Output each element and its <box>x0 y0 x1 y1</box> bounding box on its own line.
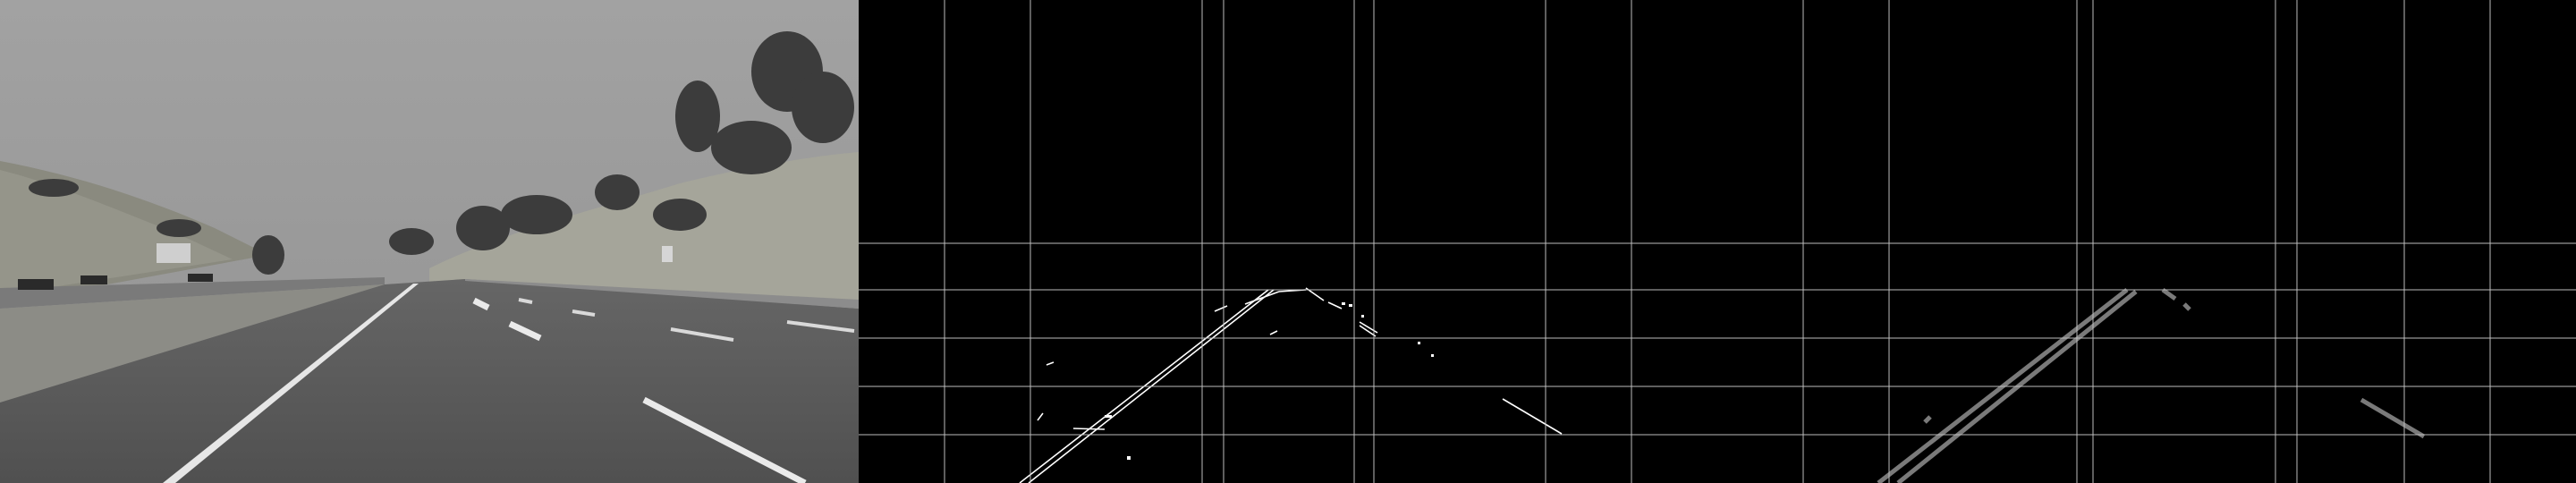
road-scene-icon <box>0 0 859 483</box>
left-lane-line <box>163 284 419 483</box>
detected-lines-icon <box>1877 287 2426 483</box>
edge-specks <box>1105 302 1434 460</box>
edge-detection-panel <box>859 0 1717 483</box>
right-lane-dashes <box>472 297 807 483</box>
distant-cars <box>18 274 213 290</box>
trees <box>29 31 854 275</box>
hough-lines-panel <box>1717 0 2576 483</box>
road-surface <box>0 279 859 483</box>
edge-map-icon <box>1019 287 1563 483</box>
right-hillside <box>429 152 859 309</box>
detected-lane-segments <box>1877 287 2426 483</box>
far-lane-dashes <box>518 298 855 342</box>
guardrail <box>0 277 385 309</box>
edge-lines <box>1019 287 1563 483</box>
road-photo-panel <box>0 0 859 483</box>
road-sign <box>157 243 191 263</box>
